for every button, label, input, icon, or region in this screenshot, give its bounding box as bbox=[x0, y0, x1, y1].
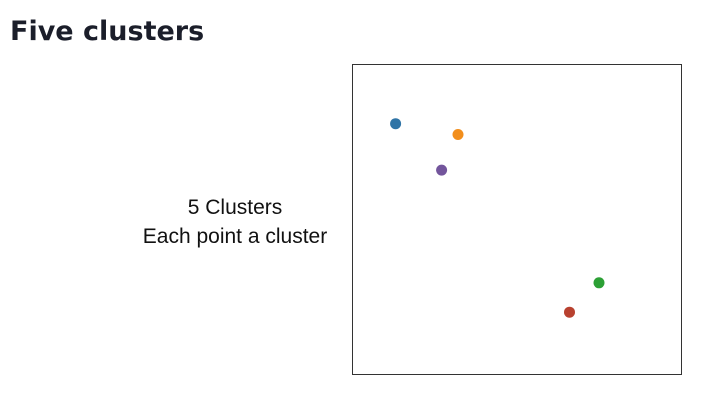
cluster-point-3 bbox=[436, 164, 448, 176]
scatter-plot-canvas bbox=[390, 118, 605, 318]
cluster-point-1 bbox=[390, 118, 402, 130]
caption-line-description: Each point a cluster bbox=[142, 225, 328, 248]
cluster-point-2 bbox=[452, 129, 464, 140]
caption-line-count: 5 Clusters bbox=[187, 196, 283, 219]
caption: 5 Clusters Each point a cluster bbox=[110, 193, 360, 251]
cluster-point-5 bbox=[564, 306, 575, 318]
scatter-plot bbox=[352, 64, 682, 375]
cluster-point-4 bbox=[593, 277, 605, 289]
page-title: Five clusters bbox=[10, 16, 205, 47]
